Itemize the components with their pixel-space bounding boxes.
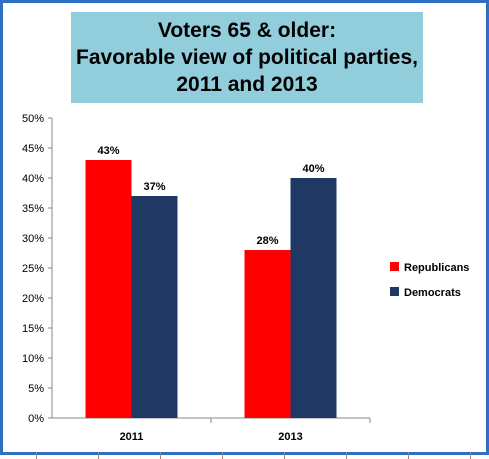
y-tick-label: 40% — [22, 173, 44, 185]
bottom-tick-mark — [160, 452, 161, 459]
bottom-tick-mark — [284, 452, 285, 459]
data-label: 28% — [256, 235, 278, 247]
x-category-label: 2011 — [120, 431, 144, 443]
bottom-tick-mark — [98, 452, 99, 459]
legend-label: Democrats — [404, 287, 461, 299]
y-tick-label: 30% — [22, 233, 44, 245]
y-tick-label: 25% — [22, 263, 44, 275]
legend-label: Republicans — [404, 262, 469, 274]
bottom-tick-mark — [470, 452, 471, 459]
bottom-tick-mark — [346, 452, 347, 459]
bottom-tick-mark — [222, 452, 223, 459]
y-tick-label: 35% — [22, 203, 44, 215]
title-line-1: Voters 65 & older: — [157, 19, 337, 42]
bar-democrats-2013 — [290, 178, 337, 418]
legend-swatch-democrats — [390, 287, 399, 296]
title-line-3: 2011 and 2013 — [176, 73, 318, 96]
x-category-label: 2013 — [278, 431, 302, 443]
data-label: 40% — [302, 163, 324, 175]
bottom-tick-mark — [408, 452, 409, 459]
data-label: 43% — [97, 145, 119, 157]
y-tick-label: 15% — [22, 323, 44, 335]
bottom-tick-mark — [36, 452, 37, 459]
bar-democrats-2011 — [131, 196, 178, 418]
title-line-2: Favorable view of political parties, — [76, 46, 418, 69]
y-tick-label: 45% — [22, 143, 44, 155]
y-tick-label: 10% — [22, 353, 44, 365]
data-label: 37% — [143, 181, 165, 193]
bar-republicans-2011 — [85, 160, 132, 418]
bar-republicans-2013 — [244, 250, 291, 418]
y-tick-label: 50% — [22, 113, 44, 125]
y-tick-label: 0% — [28, 413, 44, 425]
legend-swatch-republicans — [390, 262, 399, 271]
y-tick-label: 5% — [28, 383, 44, 395]
y-tick-label: 20% — [22, 293, 44, 305]
chart-title: Voters 65 & older: Favorable view of pol… — [71, 12, 423, 103]
